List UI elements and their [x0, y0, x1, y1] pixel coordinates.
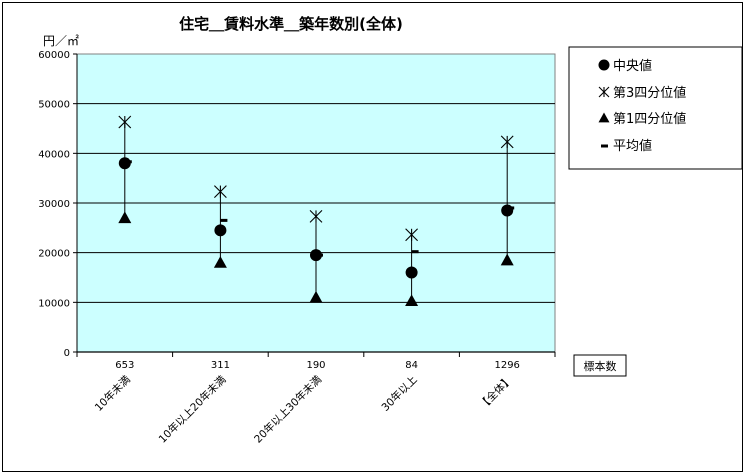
category-label: 10年以上20年未満: [156, 373, 229, 446]
q3-marker: [500, 135, 514, 149]
q3-marker: [309, 210, 323, 223]
q1-marker: [213, 256, 227, 268]
median-marker: [501, 204, 514, 217]
y-axis-label: 円／㎡: [43, 34, 79, 48]
legend-box: [568, 46, 743, 170]
q3-marker: [405, 228, 418, 242]
y-tick-label: 20000: [38, 249, 70, 260]
median-marker: [405, 266, 418, 279]
chart-svg: 住宅＿賃料水準＿築年数別(全体) 円／㎡ 0 10000 20000 30000 400…: [38, 15, 743, 446]
sample-label: 標本数: [584, 359, 617, 373]
legend-mean-icon: [601, 144, 608, 148]
plot-area: 0 10000 20000 30000 40000 50000 60000: [38, 50, 556, 359]
q1-marker: [500, 253, 514, 266]
legend-q1-icon: [598, 112, 610, 123]
y-tick-label: 10000: [38, 298, 70, 309]
sample-count: 84: [405, 360, 418, 371]
legend-label: 平均値: [613, 138, 652, 154]
sample-count: 653: [115, 360, 134, 371]
sample-count-row: 653 311 190 84 1296: [115, 360, 520, 371]
chart-title: 住宅＿賃料水準＿築年数別(全体): [179, 15, 403, 33]
q1-marker: [309, 290, 323, 303]
y-tick-label: 40000: [38, 149, 70, 160]
legend-median-icon: [598, 59, 610, 71]
category-label: 20年以上30年未満: [251, 373, 324, 446]
sample-count: 1296: [494, 360, 519, 371]
y-tick-label: 60000: [38, 50, 70, 61]
q1-marker: [405, 294, 419, 307]
legend-q3-icon: [598, 86, 610, 98]
q3-marker: [214, 185, 227, 198]
y-tick-label: 30000: [38, 199, 70, 210]
mean-marker: [316, 253, 323, 257]
y-tick-label: 50000: [38, 100, 70, 111]
median-marker: [214, 224, 227, 237]
mean-marker: [124, 160, 132, 164]
q3-marker: [118, 115, 132, 129]
category-labels: 10年未満 10年以上20年未満 20年以上30年未満 30年以上 【全体】: [92, 373, 515, 446]
sample-label-box: 標本数: [573, 354, 627, 377]
sample-count: 190: [306, 360, 325, 371]
sample-label-frame: [573, 354, 627, 377]
q1-marker: [118, 211, 132, 224]
chart-frame: 住宅＿賃料水準＿築年数別(全体) 円／㎡ 0 10000 20000 30000 400…: [2, 2, 743, 472]
legend-label: 中央値: [613, 58, 652, 74]
mean-marker: [411, 250, 419, 254]
category-label: 30年以上: [379, 373, 420, 414]
legend-label: 第3四分位値: [613, 85, 686, 101]
sample-count: 311: [211, 360, 230, 371]
category-label: 10年未満: [92, 373, 133, 414]
mean-marker: [220, 218, 228, 222]
category-label: 【全体】: [476, 373, 515, 412]
mean-marker: [507, 206, 515, 210]
legend-label: 第1四分位値: [613, 111, 686, 127]
y-tick-label: 0: [64, 348, 70, 359]
